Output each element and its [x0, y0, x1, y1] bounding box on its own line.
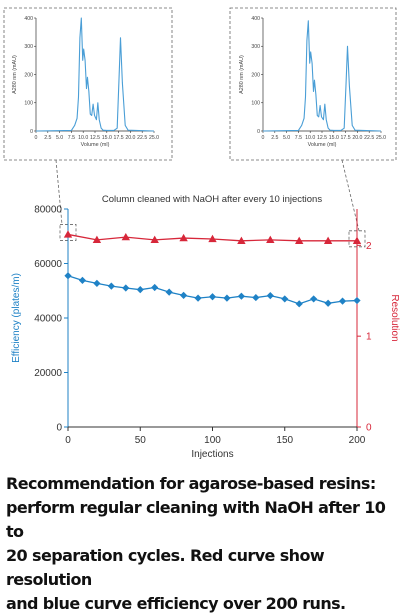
efficiency-point	[324, 299, 332, 307]
inset-x-tick-label: 22.5	[137, 135, 147, 141]
inset-x-tick-label: 25.0	[376, 135, 386, 141]
inset-x-tick-label: 20.0	[125, 135, 135, 141]
resolution-point	[323, 236, 333, 244]
inset-y-tick-label: 100	[251, 101, 260, 107]
inset-x-tick-label: 17.5	[114, 135, 124, 141]
inset-x-tick-label: 15.0	[329, 135, 339, 141]
efficiency-point	[151, 283, 159, 292]
caption-line: Recommendation for agarose-based resins:	[6, 474, 376, 493]
left-y-tick-label: 40000	[34, 314, 62, 325]
inset-x-tick-label: 10.0	[305, 135, 315, 141]
efficiency-point	[208, 293, 217, 301]
efficiency-point	[338, 297, 347, 305]
inset-x-tick-label: 15.0	[102, 135, 112, 141]
resolution-point	[150, 235, 159, 244]
inset-x-tick-label: 7.5	[68, 135, 75, 141]
x-tick-label: 50	[135, 435, 147, 446]
x-tick-label: 200	[349, 435, 366, 446]
inset-y-tick-label: 0	[257, 129, 260, 135]
inset-x-axis-label: Volume (ml)	[81, 142, 110, 148]
resolution-point	[121, 232, 130, 241]
efficiency-point	[180, 291, 188, 299]
connector-line	[341, 159, 360, 231]
x-tick-label: 100	[204, 435, 221, 446]
inset-x-tick-label: 2.5	[271, 135, 278, 141]
chromatogram-inset-right: 0 2.5 5.0 7.5 10.0 12.5 15.0 17.5 20.0 22.5 25.0 0 1…	[229, 7, 397, 161]
efficiency-point	[252, 293, 260, 302]
left-y-axis-label: Efficiency (plates/m)	[11, 273, 22, 363]
efficiency-point	[237, 292, 245, 300]
inset-y-tick-label: 300	[251, 44, 260, 50]
inset-y-tick-label: 400	[24, 16, 33, 22]
resolution-point	[179, 233, 188, 242]
right-y-tick-label: 1	[366, 332, 372, 343]
main-chart-title: Column cleaned with NaOH after every 10 …	[102, 194, 322, 205]
inset-x-tick-label: 7.5	[295, 135, 302, 141]
inset-x-tick-label: 22.5	[364, 135, 374, 141]
x-tick-label: 150	[276, 435, 293, 446]
inset-x-tick-label: 17.5	[341, 135, 351, 141]
efficiency-point	[194, 294, 202, 302]
resolution-point	[237, 236, 246, 244]
resolution-point	[295, 236, 304, 244]
left-y-tick-label: 20000	[34, 368, 62, 379]
chromatogram-trace	[35, 17, 155, 132]
inset-x-axis-label: Volume (ml)	[308, 142, 337, 148]
resolution-point	[63, 230, 73, 238]
inset-x-tick-label: 20.0	[352, 135, 362, 141]
chromatogram-trace	[262, 20, 382, 132]
caption: Recommendation for agarose-based resins:…	[6, 472, 396, 616]
caption-line: perform regular cleaning with NaOH after…	[6, 498, 386, 541]
left-y-tick-label: 60000	[34, 259, 62, 270]
inset-x-tick-label: 0	[35, 135, 38, 141]
x-axis-label: Injections	[191, 449, 233, 460]
efficiency-point	[64, 272, 72, 280]
figure: 0 2.5 5.0 7.5 10.0 12.5 15.0 17.5 20.0 22.5 25.001…	[3, 7, 400, 461]
efficiency-point	[136, 286, 144, 294]
resolution-point	[92, 235, 102, 244]
caption-line: and blue curve efficiency over 200 runs.	[6, 594, 346, 613]
inset-x-tick-label: 2.5	[44, 135, 51, 141]
resolution-point	[266, 235, 275, 244]
inset-x-tick-label: 12.5	[317, 135, 327, 141]
inset-y-tick-label: 400	[251, 16, 260, 22]
efficiency-point	[78, 276, 87, 284]
inset-y-axis-label: A280 nm (mAU)	[239, 55, 245, 94]
inset-x-tick-label: 0	[262, 135, 265, 141]
inset-y-tick-label: 100	[24, 101, 33, 107]
inset-x-tick-label: 5.0	[283, 135, 290, 141]
inset-y-tick-label: 0	[30, 129, 33, 135]
inset-y-tick-label: 200	[24, 72, 33, 78]
efficiency-point	[353, 296, 361, 305]
connector-line	[55, 159, 63, 225]
left-y-tick-label: 80000	[34, 205, 62, 216]
inset-x-tick-label: 10.0	[78, 135, 88, 141]
inset-y-tick-label: 200	[251, 72, 260, 78]
inset-x-tick-label: 25.0	[149, 135, 159, 141]
resolution-point	[352, 236, 362, 244]
x-tick-label: 0	[65, 435, 71, 446]
efficiency-point	[310, 295, 318, 303]
efficiency-point	[281, 295, 289, 303]
inset-x-tick-label: 12.5	[90, 135, 100, 141]
inset-y-axis-label: A280 nm (mAU)	[12, 55, 18, 94]
efficiency-point	[266, 292, 274, 300]
right-y-axis-label: Resolution	[389, 294, 400, 341]
efficiency-point	[223, 294, 231, 302]
efficiency-point	[107, 282, 115, 290]
right-y-tick-label: 2	[366, 241, 372, 252]
efficiency-point	[295, 300, 303, 308]
chromatogram-inset-left: 0 2.5 5.0 7.5 10.0 12.5 15.0 17.5 20.0 22.5 25.0 0 1…	[3, 7, 173, 161]
efficiency-point	[165, 288, 173, 296]
inset-y-tick-label: 300	[24, 44, 33, 50]
right-y-tick-label: 0	[366, 423, 372, 434]
efficiency-point	[122, 284, 130, 292]
inset-x-tick-label: 5.0	[56, 135, 63, 141]
left-y-tick-label: 0	[56, 423, 62, 434]
resolution-point	[208, 234, 217, 243]
efficiency-point	[93, 279, 101, 287]
caption-line: 20 separation cycles. Red curve show res…	[6, 546, 325, 589]
